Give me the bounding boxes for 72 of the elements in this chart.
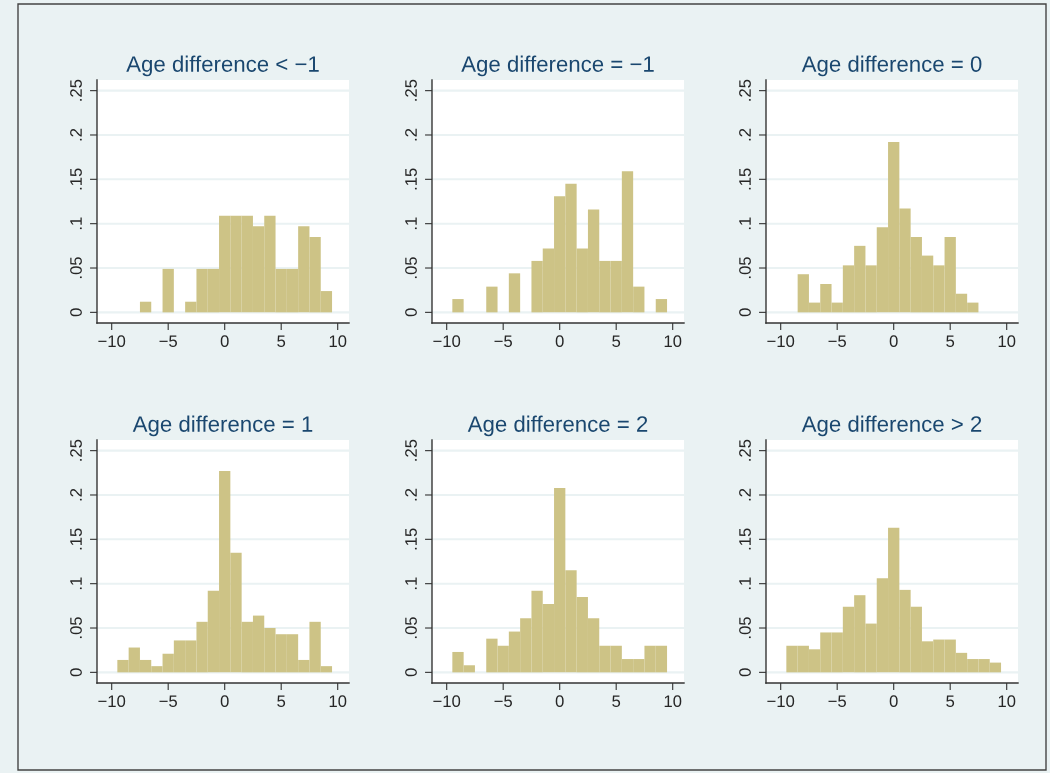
y-tick-label: .15: [405, 528, 417, 550]
y-tick-label: 0: [739, 308, 751, 317]
x-tick-label: −10: [433, 695, 461, 708]
y-tick-label: 0: [405, 308, 417, 317]
x-tick-label: −5: [494, 695, 512, 708]
y-tick-label: .1: [739, 577, 751, 590]
y-tick-label: .25: [405, 439, 417, 461]
y-tick-label: .15: [405, 168, 417, 190]
y-tick-label: .15: [70, 528, 82, 550]
y-tick-label: .05: [739, 257, 751, 279]
x-tick-label: 10: [664, 335, 682, 348]
y-tick-label: .05: [405, 257, 417, 279]
x-tick-label: 0: [889, 335, 898, 348]
y-tick-label: .1: [405, 577, 417, 590]
x-tick-label: 5: [277, 695, 286, 708]
x-tick-label: 5: [946, 695, 955, 708]
x-tick-label: 10: [998, 335, 1016, 348]
x-tick-label: −10: [433, 335, 461, 348]
y-tick-label: .2: [739, 488, 751, 501]
x-tick-label: 5: [612, 335, 621, 348]
y-tick-label: 0: [70, 308, 82, 317]
y-tick-label: .15: [739, 528, 751, 550]
x-tick-label: 0: [555, 335, 564, 348]
x-tick-label: 10: [664, 695, 682, 708]
y-tick-label: .25: [70, 79, 82, 101]
chart-title: Age difference = 2: [467, 415, 648, 437]
chart-title: Age difference > 2: [801, 415, 982, 437]
y-tick-label: .05: [70, 617, 82, 639]
y-tick-label: 0: [70, 668, 82, 677]
y-tick-label: .1: [405, 217, 417, 230]
x-tick-label: −5: [494, 335, 512, 348]
y-tick-label: .1: [739, 217, 751, 230]
chart-title: Age difference = 1: [132, 415, 313, 437]
x-tick-label: 10: [998, 695, 1016, 708]
y-tick-label: 0: [739, 668, 751, 677]
x-tick-label: 5: [277, 335, 286, 348]
y-tick-label: .2: [405, 128, 417, 141]
x-tick-label: −10: [767, 335, 795, 348]
y-tick-label: .25: [739, 439, 751, 461]
y-tick-label: .1: [70, 217, 82, 230]
x-tick-label: −5: [159, 335, 177, 348]
y-tick-label: 0: [405, 668, 417, 677]
y-tick-label: .2: [70, 488, 82, 501]
y-tick-label: .15: [70, 168, 82, 190]
y-tick-label: .1: [70, 577, 82, 590]
chart-title: Age difference = −1: [461, 55, 654, 77]
x-tick-label: 0: [220, 695, 229, 708]
x-tick-label: 5: [612, 695, 621, 708]
y-tick-label: .2: [739, 128, 751, 141]
x-tick-label: 5: [946, 335, 955, 348]
chart-title: Age difference < −1: [126, 55, 319, 77]
y-tick-label: .25: [405, 79, 417, 101]
y-tick-label: .2: [70, 128, 82, 141]
y-tick-label: .05: [739, 617, 751, 639]
x-tick-label: −5: [159, 695, 177, 708]
y-tick-label: .25: [739, 79, 751, 101]
x-tick-label: −5: [828, 335, 846, 348]
x-tick-label: −10: [98, 695, 126, 708]
x-tick-label: 0: [555, 695, 564, 708]
y-tick-label: .05: [405, 617, 417, 639]
x-tick-label: 10: [329, 695, 347, 708]
x-tick-label: −10: [767, 695, 795, 708]
x-tick-label: −10: [98, 335, 126, 348]
x-tick-label: 0: [220, 335, 229, 348]
chart-title: Age difference = 0: [801, 55, 982, 77]
x-tick-label: 0: [889, 695, 898, 708]
y-tick-label: .25: [70, 439, 82, 461]
x-tick-label: −5: [828, 695, 846, 708]
y-tick-label: .05: [70, 257, 82, 279]
x-tick-label: 10: [329, 335, 347, 348]
y-tick-label: .15: [739, 168, 751, 190]
y-tick-label: .2: [405, 488, 417, 501]
